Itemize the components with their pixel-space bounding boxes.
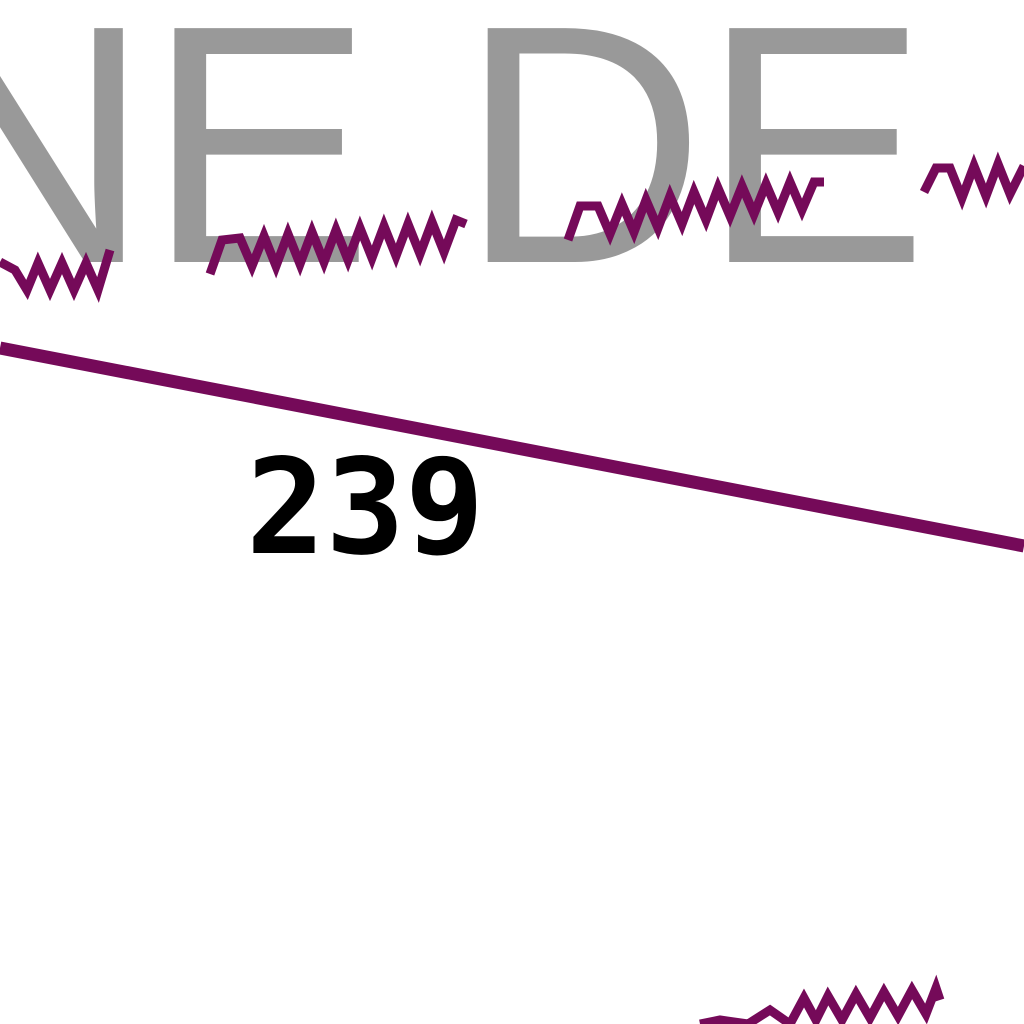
locality-name-label: NE DE P: [0, 0, 1024, 335]
wavy-edge-line: [0, 248, 115, 303]
parcel-number-label: 239: [246, 431, 484, 585]
wavy-boundary-group: [0, 151, 1024, 1024]
wavy-edge-line: [205, 209, 468, 279]
wavy-edge-line: [699, 974, 945, 1024]
wavy-edge-line: [919, 151, 1024, 211]
wavy-edge-line: [563, 170, 824, 246]
straight-boundary-line: [0, 341, 1024, 553]
